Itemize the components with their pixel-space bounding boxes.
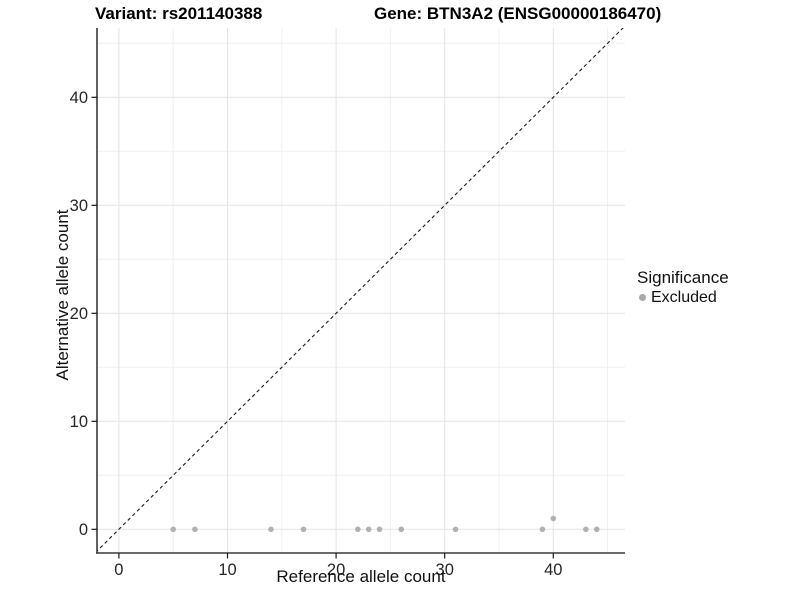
legend-item-excluded: Excluded	[637, 288, 729, 307]
plot-title-variant: Variant: rs201140388	[95, 4, 263, 23]
svg-text:40: 40	[70, 89, 88, 107]
plot-title-gene: Gene: BTN3A2 (ENSG00000186470)	[374, 4, 662, 23]
legend-point-icon	[639, 294, 646, 301]
svg-text:0: 0	[79, 521, 88, 539]
svg-text:30: 30	[436, 561, 454, 579]
svg-text:20: 20	[70, 305, 88, 323]
svg-text:10: 10	[70, 413, 88, 431]
x-axis-label: Reference allele count	[276, 567, 446, 586]
legend-title: Significance	[637, 268, 729, 287]
svg-text:0: 0	[114, 561, 123, 579]
svg-text:20: 20	[327, 561, 345, 579]
svg-text:40: 40	[544, 561, 562, 579]
svg-text:10: 10	[218, 561, 236, 579]
svg-text:30: 30	[70, 197, 88, 215]
legend-item-label: Excluded	[651, 289, 717, 306]
y-axis-label: Alternative allele count	[53, 209, 72, 381]
legend: Significance Excluded	[637, 268, 729, 307]
